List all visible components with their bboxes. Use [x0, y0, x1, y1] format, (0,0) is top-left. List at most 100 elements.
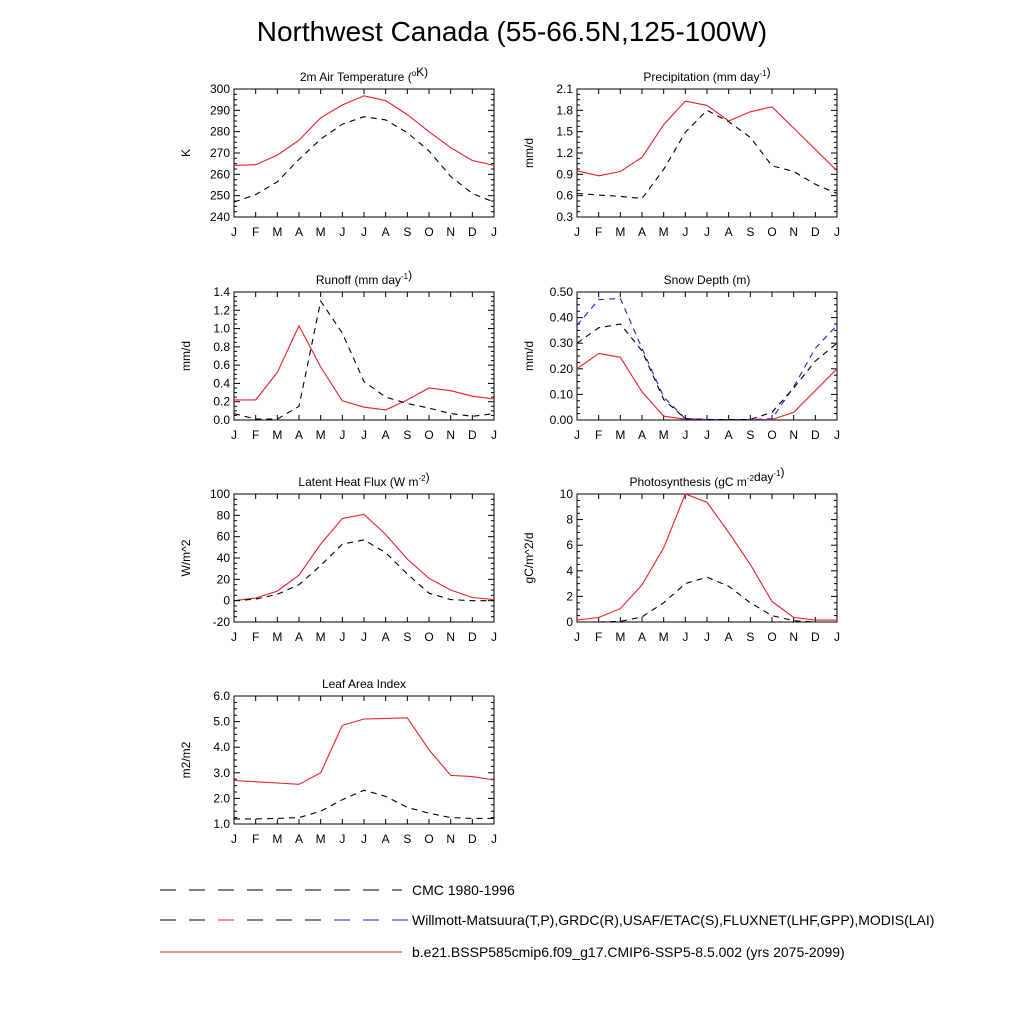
x-tick-label: J: [361, 225, 367, 239]
y-tick-label: 0.2: [213, 395, 230, 409]
x-tick-label: M: [659, 428, 669, 442]
y-tick-label: 0.10: [550, 387, 574, 401]
y-tick-label: 0.50: [550, 285, 574, 299]
x-tick-label: J: [574, 630, 580, 644]
x-tick-label: D: [811, 428, 820, 442]
x-tick-label: M: [272, 225, 282, 239]
x-tick-label: J: [704, 630, 710, 644]
x-tick-label: A: [725, 630, 733, 644]
x-tick-label: N: [446, 832, 455, 846]
x-tick-label: D: [468, 832, 477, 846]
y-tick-label: 0.8: [213, 340, 230, 354]
chart-title: Precipitation (mm day-1): [643, 65, 770, 84]
x-tick-label: F: [252, 428, 259, 442]
y-tick-label: 0.4: [213, 376, 230, 390]
x-tick-label: F: [252, 630, 259, 644]
x-tick-label: S: [403, 630, 411, 644]
x-tick-label: M: [615, 225, 625, 239]
x-tick-label: J: [231, 428, 237, 442]
series-line-model: [576, 352, 838, 421]
x-tick-label: M: [316, 630, 326, 644]
chart-title: Photosynthesis (gC m-2day-1): [630, 465, 785, 489]
x-tick-label: A: [382, 428, 390, 442]
y-tick-label: 60: [217, 530, 231, 544]
x-tick-label: J: [339, 630, 345, 644]
x-tick-label: F: [595, 225, 602, 239]
chart-title: Latent Heat Flux (W m-2): [298, 470, 429, 489]
y-tick-label: 4.0: [213, 740, 230, 754]
legend-entry: Willmott-Matsuura(T,P),GRDC(R),USAF/ETAC…: [160, 912, 934, 928]
chart-runoff: J F M A M J J A S O N D J0.00.20.40.60.81.01.21.4Run…: [179, 268, 497, 442]
x-tick-label: J: [834, 630, 840, 644]
x-tick-label: A: [295, 630, 303, 644]
y-tick-label: 0.6: [213, 358, 230, 372]
x-tick-label: J: [491, 225, 497, 239]
y-tick-label: 8: [566, 513, 573, 527]
series-line-obs: [233, 539, 494, 602]
superscript: -2: [747, 474, 755, 483]
x-tick-label: S: [746, 630, 754, 644]
y-tick-label: 0.0: [213, 413, 230, 427]
x-tick-label: A: [638, 225, 646, 239]
y-tick-label: 1.8: [556, 103, 573, 117]
y-tick-label: 260: [210, 167, 230, 181]
y-tick-label: 1.0: [213, 322, 230, 336]
x-tick-label: A: [382, 832, 390, 846]
x-tick-label: S: [746, 428, 754, 442]
y-tick-label: 0.00: [550, 413, 574, 427]
chart-title: Snow Depth (m): [664, 273, 751, 287]
y-tick-label: -20: [213, 615, 231, 629]
series-line-model: [233, 95, 495, 166]
x-tick-label: A: [638, 630, 646, 644]
x-tick-label: M: [659, 225, 669, 239]
x-tick-label: O: [767, 225, 776, 239]
y-tick-label: 280: [210, 125, 230, 139]
x-tick-label: J: [491, 630, 497, 644]
legend-entry: b.e21.BSSP585cmip6.f09_g17.CMIP6-SSP5-8.…: [160, 944, 845, 960]
series-line-model: [233, 513, 495, 602]
y-tick-label: 2.1: [556, 82, 573, 96]
plot-frame: [233, 493, 495, 623]
x-tick-label: J: [491, 832, 497, 846]
y-tick-label: 1.0: [213, 817, 230, 831]
y-tick-label: 40: [217, 551, 231, 565]
y-axis-label: mm/d: [179, 341, 193, 371]
y-tick-label: 0.9: [556, 167, 573, 181]
superscript: -2: [418, 474, 426, 483]
x-tick-label: A: [382, 630, 390, 644]
y-tick-label: 1.4: [213, 285, 230, 299]
y-tick-label: 20: [217, 572, 231, 586]
x-tick-label: D: [468, 630, 477, 644]
plot-frame: [233, 291, 495, 421]
x-tick-label: A: [382, 225, 390, 239]
page-title: Northwest Canada (55-66.5N,125-100W): [256, 16, 768, 47]
x-tick-label: J: [361, 832, 367, 846]
x-tick-label: M: [272, 630, 282, 644]
y-tick-label: 0: [566, 615, 573, 629]
x-tick-label: N: [789, 225, 798, 239]
series-line-obs: [233, 116, 495, 203]
x-tick-label: J: [361, 428, 367, 442]
x-tick-label: F: [595, 630, 602, 644]
x-tick-label: M: [316, 832, 326, 846]
legend-entry: CMC 1980-1996: [160, 882, 515, 898]
x-tick-label: J: [231, 832, 237, 846]
legend-label: b.e21.BSSP585cmip6.f09_g17.CMIP6-SSP5-8.…: [412, 944, 845, 960]
y-tick-label: 6: [566, 538, 573, 552]
x-tick-label: J: [682, 428, 688, 442]
x-tick-label: J: [574, 428, 580, 442]
y-tick-label: 0.40: [550, 311, 574, 325]
series-line-obs: [577, 576, 837, 623]
y-tick-label: 250: [210, 189, 230, 203]
series-line-model: [234, 324, 495, 411]
x-tick-label: J: [682, 630, 688, 644]
x-tick-label: M: [615, 428, 625, 442]
chart-title: Leaf Area Index: [322, 677, 406, 691]
x-tick-label: A: [295, 225, 303, 239]
x-tick-label: J: [231, 225, 237, 239]
x-tick-label: A: [725, 225, 733, 239]
x-tick-label: M: [316, 428, 326, 442]
x-tick-label: S: [403, 225, 411, 239]
